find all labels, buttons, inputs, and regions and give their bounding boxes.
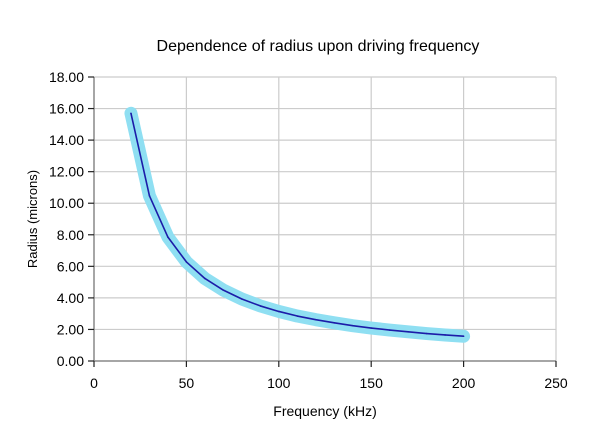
y-tick-label: 10.00 xyxy=(49,195,84,211)
data-point xyxy=(241,298,243,300)
data-point xyxy=(407,331,409,333)
x-tick-label: 0 xyxy=(90,375,98,391)
data-point xyxy=(370,327,373,329)
data-point xyxy=(388,329,391,331)
data-point xyxy=(222,289,225,291)
x-tick-label: 200 xyxy=(452,375,476,391)
series-halo xyxy=(124,106,471,343)
y-axis-label: Radius (microns) xyxy=(25,170,40,268)
y-tick-label: 2.00 xyxy=(57,321,84,337)
y-tick-label: 8.00 xyxy=(57,227,84,243)
data-point xyxy=(204,277,206,280)
data-point xyxy=(278,310,280,313)
data-point xyxy=(462,335,465,338)
data-point xyxy=(333,322,336,324)
data-point xyxy=(185,261,188,263)
data-point xyxy=(351,324,354,327)
data-point xyxy=(444,334,446,336)
data-point xyxy=(314,318,317,321)
data-point xyxy=(130,112,132,115)
data-point xyxy=(148,195,151,197)
y-tick-label: 14.00 xyxy=(49,132,84,148)
x-tick-label: 150 xyxy=(360,375,384,391)
x-tick-label: 250 xyxy=(544,375,568,391)
x-axis-label: Frequency (kHz) xyxy=(273,403,376,419)
y-tick-label: 18.00 xyxy=(49,69,84,85)
data-point xyxy=(259,305,262,307)
chart-title: Dependence of radius upon driving freque… xyxy=(157,38,480,55)
data-point xyxy=(296,315,299,317)
y-tick-label: 16.00 xyxy=(49,101,84,117)
y-tick-label: 12.00 xyxy=(49,164,84,180)
y-tick-label: 4.00 xyxy=(57,290,84,306)
y-tick-label: 6.00 xyxy=(57,258,84,274)
y-tick-label: 0.00 xyxy=(57,353,84,369)
x-tick-label: 100 xyxy=(267,375,291,391)
x-tick-label: 50 xyxy=(179,375,195,391)
data-point xyxy=(167,236,169,238)
series-line xyxy=(130,113,464,338)
data-point xyxy=(425,332,428,335)
